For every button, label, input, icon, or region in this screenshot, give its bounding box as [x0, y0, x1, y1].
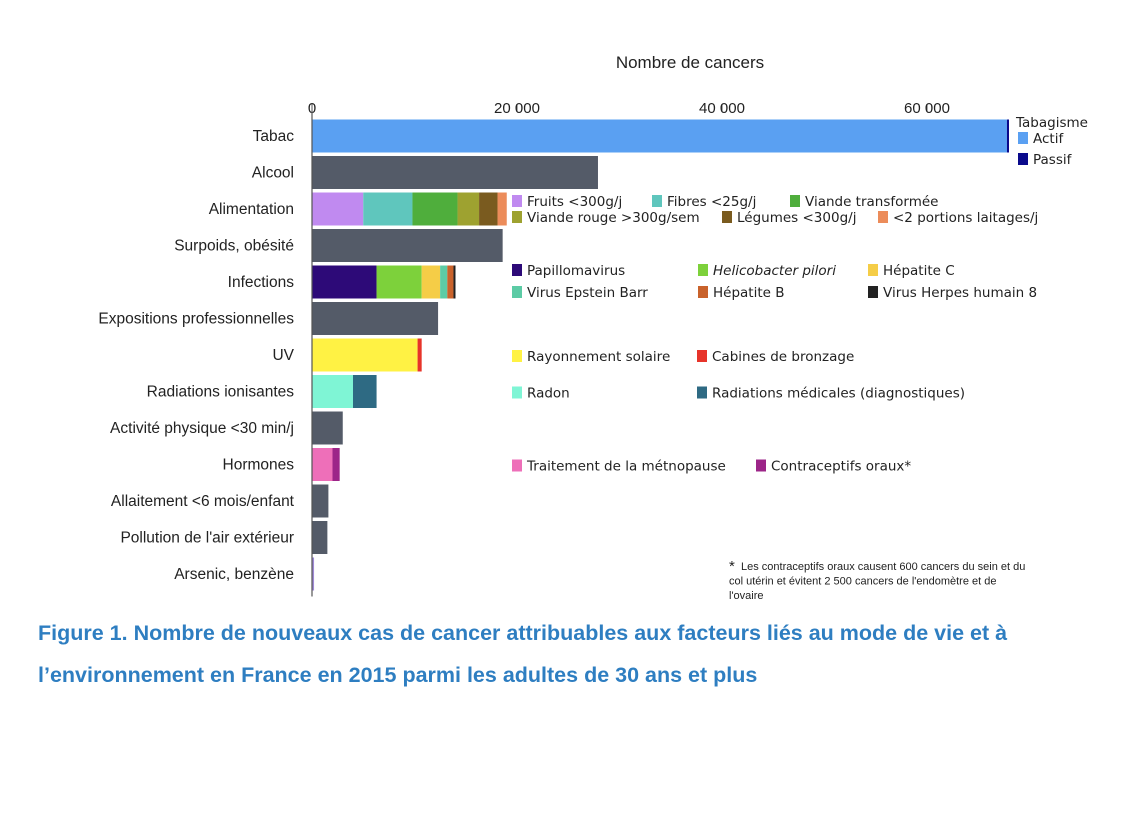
- figure-caption-line-2: l’environnement en France en 2015 parmi …: [38, 663, 758, 687]
- legend-infections-hepatite-b-label: Hépatite B: [713, 285, 785, 301]
- x-tick-label-2: 40 000: [699, 100, 745, 117]
- legend-radiations-ionisantes-radiations-medicales-diagnostiques-swatch: [697, 386, 707, 399]
- legend-alimentation-2-portions-laitages-j-label: <2 portions laitages/j: [893, 210, 1038, 226]
- category-label-hormones: Hormones: [223, 457, 295, 474]
- legend-infections-papillomavirus-label: Papillomavirus: [527, 263, 625, 279]
- bar-alcool-total: [312, 156, 598, 189]
- category-label-alcool: Alcool: [252, 165, 294, 182]
- footnote-line-3: l'ovaire: [729, 590, 764, 602]
- bar-alimentation-viande-transformee: [412, 192, 458, 226]
- bar-hormones-traitement-de-la-metnopause: [312, 448, 333, 481]
- category-label-uv: UV: [272, 347, 294, 364]
- bar-uv-rayonnement-solaire: [312, 338, 418, 372]
- legend-alimentation-fruits-300g-j-swatch: [512, 195, 522, 207]
- legend-tabac-actif-label: Actif: [1033, 131, 1064, 147]
- legend-tabac-actif-swatch: [1018, 132, 1028, 144]
- legend-infections-virus-herpes-humain-8-label: Virus Herpes humain 8: [883, 285, 1037, 301]
- legend-infections-virus-herpes-humain-8-swatch: [868, 286, 878, 298]
- legend-alimentation-fibres-25g-j-label: Fibres <25g/j: [667, 194, 756, 210]
- footnote-marker: *: [729, 558, 735, 575]
- bar-pollution-de-l-air-exterieur-total: [312, 521, 328, 554]
- legend-alimentation-viande-rouge-300g-sem-label: Viande rouge >300g/sem: [527, 210, 700, 226]
- bar-alimentation-fruits-300g-j: [312, 192, 364, 226]
- figure-caption-line-1: Figure 1. Nombre de nouveaux cas de canc…: [38, 621, 1008, 645]
- bar-infections-hepatite-b: [447, 265, 454, 299]
- category-label-surpoids-obesite: Surpoids, obésité: [174, 238, 294, 255]
- legend-alimentation-fibres-25g-j-swatch: [652, 195, 662, 207]
- legend-hormones-traitement-de-la-metnopause-swatch: [512, 459, 522, 472]
- legend-radiations-ionisantes-radiations-medicales-diagnostiques-label: Radiations médicales (diagnostiques): [712, 386, 965, 402]
- legend-tabac-passif-label: Passif: [1033, 152, 1073, 168]
- legend-uv-rayonnement-solaire-label: Rayonnement solaire: [527, 349, 670, 365]
- cancer-factors-chart: Nombre de cancers 0 20 000 40 000 60 000 Taba…: [98, 53, 1088, 602]
- category-label-infections: Infections: [228, 274, 295, 291]
- legend-hormones-contraceptifs-oraux-label: Contraceptifs oraux*: [771, 459, 911, 475]
- legend-uv-cabines-de-bronzage-swatch: [697, 350, 707, 362]
- legend-radiations-ionisantes-radon-label: Radon: [527, 386, 570, 402]
- x-tick-label-0: 0: [308, 100, 316, 117]
- bar-radiations-ionisantes-radiations-medicales-diagnostiques: [353, 375, 377, 408]
- legend-infections-papillomavirus-swatch: [512, 264, 522, 276]
- legend-alimentation-viande-transformee-swatch: [790, 195, 800, 207]
- bar-alimentation-viande-rouge-300g-sem: [457, 192, 480, 226]
- legend-uv-cabines-de-bronzage-label: Cabines de bronzage: [712, 349, 854, 365]
- legend-alimentation-legumes-300g-j-label: Légumes <300g/j: [737, 210, 856, 226]
- category-label-expositions-professionnelles: Expositions professionnelles: [98, 311, 294, 328]
- bar-alimentation-2-portions-laitages-j: [497, 192, 507, 226]
- legend-tabac-passif-swatch: [1018, 153, 1028, 165]
- bar-infections-papillomavirus: [312, 265, 377, 299]
- category-label-arsenic-benzene: Arsenic, benzène: [174, 566, 294, 583]
- legend-infections-hepatite-c-label: Hépatite C: [883, 263, 955, 279]
- legend-tabac-title: Tabagisme: [1015, 115, 1088, 131]
- legend-alimentation-viande-transformee-label: Viande transformée: [805, 194, 938, 210]
- x-tick-label-3: 60 000: [904, 100, 950, 117]
- bar-surpoids-obesite-total: [312, 229, 503, 262]
- legend-infections-hepatite-c-swatch: [868, 264, 878, 276]
- legend-infections-helicobacter-pilori-swatch: [698, 264, 708, 276]
- bar-infections-helicobacter-pilori: [376, 265, 422, 299]
- legend-infections-virus-epstein-barr-swatch: [512, 286, 522, 298]
- legend-alimentation-2-portions-laitages-j-swatch: [878, 211, 888, 223]
- footnote-line-1: Les contraceptifs oraux causent 600 canc…: [741, 561, 1025, 573]
- bar-alimentation-legumes-300g-j: [479, 192, 498, 226]
- category-label-pollution-de-l-air-exterieur: Pollution de l'air extérieur: [120, 530, 294, 547]
- category-label-alimentation: Alimentation: [209, 201, 294, 218]
- bar-activite-physique-30-min-j-total: [312, 411, 343, 445]
- bar-expositions-professionnelles-total: [312, 302, 439, 335]
- legend-infections-hepatite-b-swatch: [698, 286, 708, 298]
- bar-allaitement-6-mois-enfant-total: [312, 484, 329, 518]
- legend-hormones-traitement-de-la-metnopause-label: Traitement de la métnopause: [526, 459, 726, 475]
- legend-alimentation-legumes-300g-j-swatch: [722, 211, 732, 223]
- bar-infections-virus-epstein-barr: [440, 265, 448, 299]
- legend-alimentation-viande-rouge-300g-sem-swatch: [512, 211, 522, 223]
- bar-uv-cabines-de-bronzage: [417, 338, 422, 372]
- figure-caption: Figure 1. Nombre de nouveaux cas de canc…: [38, 612, 1108, 696]
- category-label-tabac: Tabac: [253, 128, 295, 145]
- legend-uv-rayonnement-solaire-swatch: [512, 350, 522, 362]
- bar-radiations-ionisantes-radon: [312, 375, 353, 408]
- category-label-allaitement-6-mois-enfant: Allaitement <6 mois/enfant: [111, 493, 295, 510]
- legend-alimentation-fruits-300g-j-label: Fruits <300g/j: [527, 194, 622, 210]
- bar-arsenic-benzene-total: [312, 557, 315, 591]
- bar-hormones-contraceptifs-oraux: [332, 448, 340, 481]
- legend-infections-helicobacter-pilori-label: Helicobacter pilori: [713, 263, 836, 279]
- legend-infections-virus-epstein-barr-label: Virus Epstein Barr: [527, 285, 648, 301]
- category-label-activite-physique-30-min-j: Activité physique <30 min/j: [110, 420, 294, 437]
- bar-tabac-passif: [1006, 119, 1009, 153]
- bar-tabac-actif: [312, 119, 1007, 153]
- bar-alimentation-fibres-25g-j: [363, 192, 413, 226]
- footnote-line-2: col utérin et évitent 2 500 cancers de l…: [729, 576, 997, 588]
- bar-infections-hepatite-c: [421, 265, 441, 299]
- category-label-radiations-ionisantes: Radiations ionisantes: [147, 384, 295, 401]
- bar-infections-virus-herpes-humain-8: [453, 265, 456, 299]
- x-tick-label-1: 20 000: [494, 100, 540, 117]
- legend-hormones-contraceptifs-oraux-swatch: [756, 459, 766, 472]
- legend-radiations-ionisantes-radon-swatch: [512, 386, 522, 399]
- chart-title: Nombre de cancers: [616, 53, 764, 72]
